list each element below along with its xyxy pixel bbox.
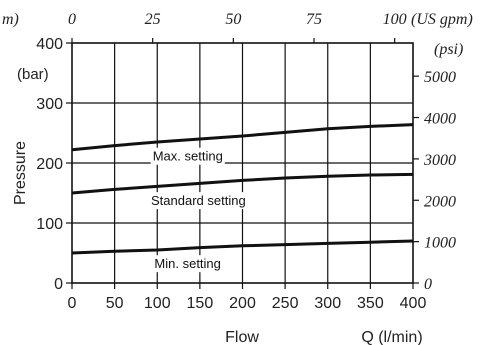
x-tick-label: 350: [357, 295, 384, 312]
y-tick-label: 300: [36, 96, 63, 113]
right-tick-label: 4000: [424, 111, 456, 128]
series-label: Standard setting: [151, 193, 246, 208]
series-line: [71, 172, 414, 195]
series-label-background: [149, 192, 248, 210]
series-lines: [71, 123, 414, 255]
top-tick-label: 25: [145, 11, 161, 28]
x-axis-unit-label: Q (l/min): [361, 329, 422, 345]
series-label: Min. setting: [154, 256, 220, 271]
x-axis-title: Flow: [225, 329, 259, 345]
y-tick-label: 100: [36, 216, 63, 233]
y-tick-label: 400: [36, 36, 63, 53]
x-tick-label: 300: [314, 295, 341, 312]
x-tick-label: 100: [144, 295, 171, 312]
series-label: Max. setting: [153, 149, 223, 164]
x-tick-label: 150: [187, 295, 214, 312]
top-tick-label: 0: [68, 11, 76, 28]
x-tick-label: 50: [106, 295, 124, 312]
series-line: [71, 123, 414, 152]
x-tick-label: 400: [400, 295, 427, 312]
y-tick-label: 200: [36, 156, 63, 173]
right-tick-label: 3000: [423, 152, 456, 169]
y-tick-label: 0: [54, 276, 63, 293]
top-axis-clipped-label: m): [2, 11, 19, 28]
y-axis-title: Pressure: [12, 141, 29, 205]
right-axis-unit-label: (psi): [434, 41, 463, 58]
top-tick-label: 50: [225, 11, 241, 28]
x-tick-label: 0: [68, 295, 77, 312]
right-tick-label: 5000: [424, 69, 456, 86]
series-label-background: [150, 147, 225, 165]
top-tick-label: 75: [306, 11, 322, 28]
right-tick-label: 1000: [424, 235, 456, 252]
grid: [72, 43, 413, 283]
right-tick-label: 2000: [424, 193, 456, 210]
top-axis-unit-label: (US gpm): [411, 11, 473, 28]
series-label-background: [152, 255, 223, 273]
y-axis-unit-label: (bar): [17, 66, 49, 83]
right-tick-label: 0: [424, 276, 432, 293]
top-tick-label: 100: [383, 11, 407, 28]
x-tick-label: 200: [229, 295, 256, 312]
ticks: [66, 38, 419, 289]
x-tick-label: 250: [272, 295, 299, 312]
series-line: [71, 239, 414, 255]
